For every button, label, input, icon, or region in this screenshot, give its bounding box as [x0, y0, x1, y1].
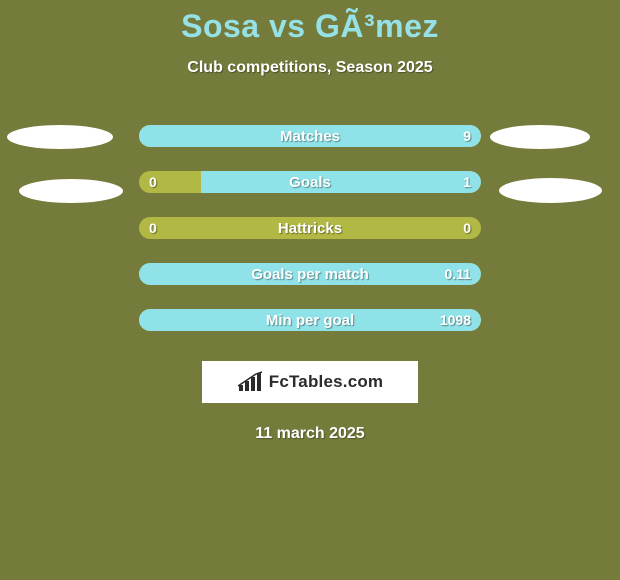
ellipse-mid-right: [499, 178, 602, 203]
subtitle: Club competitions, Season 2025: [0, 59, 620, 77]
stat-label: Hattricks: [139, 217, 481, 239]
date-label: 11 march 2025: [0, 425, 620, 443]
stat-left-value: 0: [149, 171, 157, 193]
stats-container: Matches 9 0 Goals 1 0 Hattricks 0 Goals …: [139, 125, 481, 331]
player-left-name: Sosa: [181, 8, 259, 44]
stat-row-matches: Matches 9: [139, 125, 481, 147]
stat-fill: [139, 309, 481, 331]
stat-left-value: 0: [149, 217, 157, 239]
stat-row-goals-per-match: Goals per match 0.11: [139, 263, 481, 285]
stat-fill: [139, 125, 481, 147]
ellipse-top-right: [490, 125, 590, 149]
page-title: Sosa vs GÃ³mez: [0, 0, 620, 45]
ellipse-top-left: [7, 125, 113, 149]
stat-fill: [139, 263, 481, 285]
stat-fill: [201, 171, 481, 193]
vs-separator: vs: [260, 8, 315, 44]
stat-right-value: 0: [463, 217, 471, 239]
bar-chart-icon: [237, 371, 263, 393]
brand-box: FcTables.com: [202, 361, 418, 403]
stat-row-min-per-goal: Min per goal 1098: [139, 309, 481, 331]
stat-row-hattricks: 0 Hattricks 0: [139, 217, 481, 239]
player-right-name: GÃ³mez: [315, 8, 439, 44]
brand-text: FcTables.com: [269, 372, 384, 392]
stat-row-goals: 0 Goals 1: [139, 171, 481, 193]
ellipse-mid-left: [19, 179, 123, 203]
